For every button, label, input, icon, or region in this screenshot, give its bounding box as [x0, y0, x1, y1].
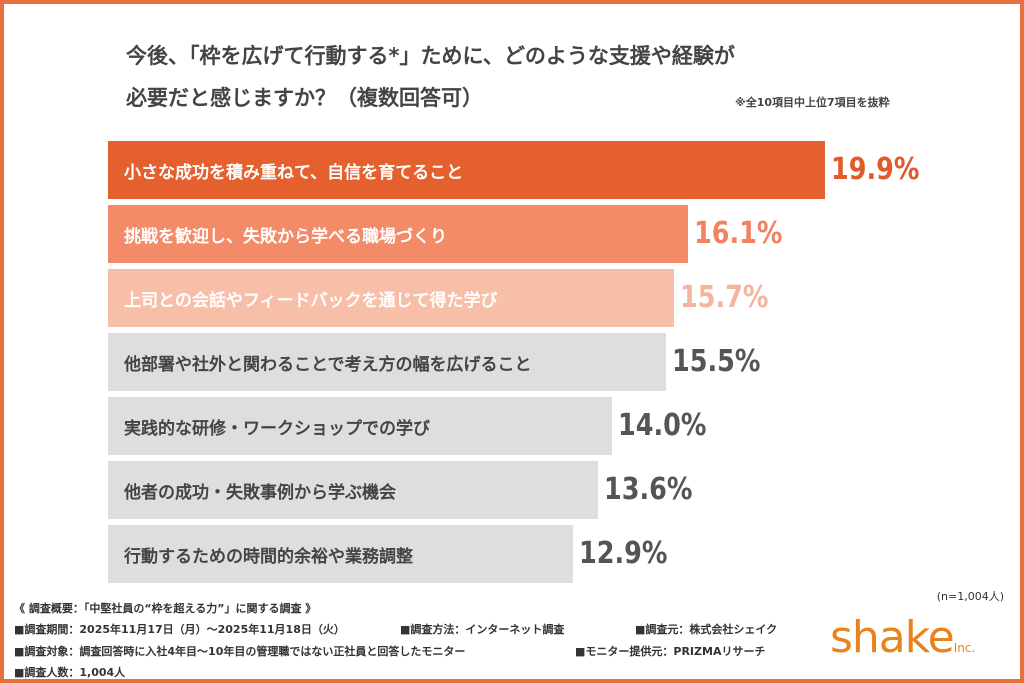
chart-note: ※全10項目中上位7項目を抜粋	[735, 96, 890, 109]
bar: 上司との会話やフィードバックを通じて得た学び	[108, 269, 674, 327]
footer-target: ■調査対象：調査回答時に入社4年目～10年目の管理職ではない正社員と回答したモニ…	[14, 645, 466, 658]
footer-summary: 《 調査概要：「中堅社員の“枠を超える力”」に関する調査 》	[14, 602, 317, 615]
bar: 他部署や社外と関わることで考え方の幅を広げること	[108, 333, 667, 391]
category-label: 行動するための時間的余裕や業務調整	[124, 546, 413, 567]
footer-provider: ■モニター提供元：PRIZMAリサーチ	[575, 645, 766, 658]
category-label: 他者の成功・失敗事例から学ぶ機会	[124, 482, 396, 503]
value-label: 14.0%	[618, 408, 707, 443]
value-label: 12.9%	[578, 536, 668, 571]
bar: 他者の成功・失敗事例から学ぶ機会	[108, 461, 598, 519]
value-label: 19.9%	[831, 152, 920, 187]
chart-title-line2: 必要だと感じますか？（複数回答可）	[126, 86, 483, 110]
bar: 挑戦を歓迎し、失敗から学べる職場づくり	[108, 205, 689, 263]
category-label: 上司との会話やフィードバックを通じて得た学び	[124, 290, 498, 311]
value-label: 15.5%	[672, 344, 761, 379]
value-label: 15.7%	[679, 280, 769, 315]
category-label: 実践的な研修・ワークショップでの学び	[124, 418, 430, 439]
bar: 行動するための時間的余裕や業務調整	[108, 525, 573, 583]
footer-period: ■調査期間：2025年11月17日（月）～2025年11月18日（火）	[14, 623, 345, 636]
footer-source: ■調査元：株式会社シェイク	[635, 623, 778, 636]
category-label: 挑戦を歓迎し、失敗から学べる職場づくり	[124, 226, 447, 247]
value-label: 16.1%	[694, 216, 783, 251]
category-label: 小さな成功を積み重ねて、自信を育てること	[124, 162, 464, 183]
shake-logo: shakeInc.	[830, 612, 976, 663]
footer-method: ■調査方法：インターネット調査	[400, 623, 565, 636]
chart-title-line1: 今後、「枠を広げて行動する*」ために、どのような支援や経験が	[126, 44, 735, 68]
footer-count: ■調査人数：1,004人	[14, 666, 126, 679]
bar: 小さな成功を積み重ねて、自信を育てること	[108, 141, 825, 199]
bar: 実践的な研修・ワークショップでの学び	[108, 397, 613, 455]
sample-size: (n=1,004人)	[936, 590, 1004, 603]
value-label: 13.6%	[604, 472, 693, 507]
category-label: 他部署や社外と関わることで考え方の幅を広げること	[124, 354, 532, 375]
